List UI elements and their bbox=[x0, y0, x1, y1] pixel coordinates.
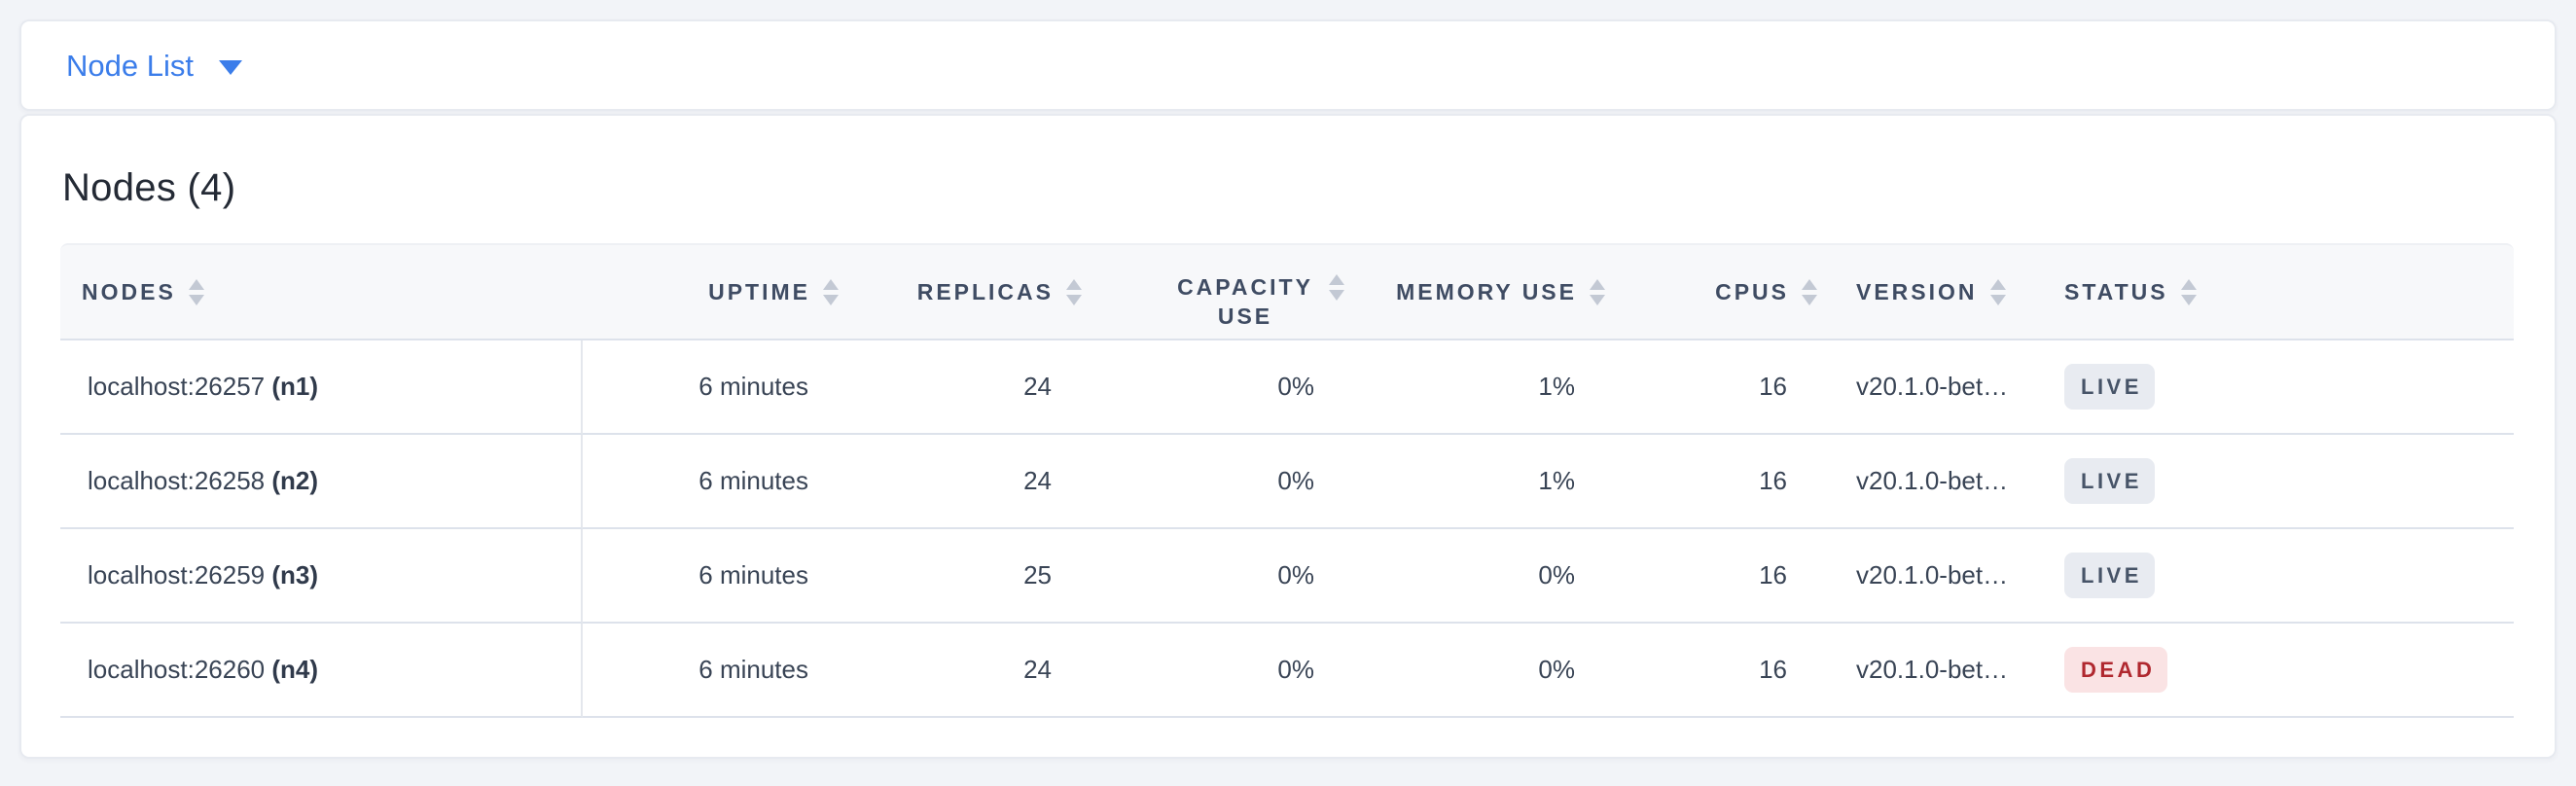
cell-cpus: 16 bbox=[1625, 624, 1837, 718]
sort-icon bbox=[1802, 278, 1817, 305]
column-label: NODES bbox=[82, 278, 176, 304]
panel-title: Nodes (4) bbox=[62, 166, 236, 209]
column-header-nodes[interactable]: NODES bbox=[60, 243, 583, 340]
table-row: localhost:26258 (n2) 6 minutes 24 0% 1% 16 v20… bbox=[60, 435, 2514, 529]
node-link[interactable]: localhost:26258 (n2) bbox=[88, 466, 318, 495]
cell-cpus: 16 bbox=[1625, 529, 1837, 624]
cell-uptime: 6 minutes bbox=[583, 624, 858, 718]
sort-icon bbox=[1329, 274, 1344, 301]
node-id: (n1) bbox=[271, 372, 319, 401]
sort-icon bbox=[1989, 278, 2006, 305]
table-row: localhost:26260 (n4) 6 minutes 24 0% 0% 16 v20… bbox=[60, 624, 2514, 718]
column-header-status[interactable]: STATUS bbox=[2045, 243, 2514, 340]
cell-capacity_use: 0% bbox=[1101, 340, 1364, 435]
node-id: (n2) bbox=[271, 466, 319, 495]
cell-memory_use: 1% bbox=[1364, 340, 1625, 435]
column-label: CPUS bbox=[1715, 278, 1789, 304]
node-id: (n4) bbox=[271, 655, 319, 684]
sort-icon bbox=[823, 278, 839, 305]
sort-icon bbox=[1590, 278, 1605, 305]
node-address: localhost:26258 bbox=[88, 466, 272, 495]
cell-status: LIVE bbox=[2045, 435, 2514, 529]
cell-replicas: 25 bbox=[858, 529, 1101, 624]
view-dropdown[interactable]: Node List bbox=[66, 51, 242, 81]
node-id: (n3) bbox=[271, 560, 319, 590]
column-label: STATUS bbox=[2064, 278, 2168, 304]
node-address: localhost:26257 bbox=[88, 372, 272, 401]
column-label: MEMORY USE bbox=[1396, 278, 1577, 304]
chevron-down-icon bbox=[218, 59, 242, 75]
cell-memory_use: 0% bbox=[1364, 624, 1625, 718]
cell-replicas: 24 bbox=[858, 624, 1101, 718]
cell-nodes: localhost:26258 (n2) bbox=[60, 435, 583, 529]
cell-uptime: 6 minutes bbox=[583, 529, 858, 624]
cell-memory_use: 0% bbox=[1364, 529, 1625, 624]
table-body: localhost:26257 (n1) 6 minutes 24 0% 1% 16 v20… bbox=[60, 340, 2514, 718]
column-label: REPLICAS bbox=[916, 278, 1054, 304]
cell-status: DEAD bbox=[2045, 624, 2514, 718]
cell-version: v20.1.0-bet… bbox=[1837, 624, 2045, 718]
cell-nodes: localhost:26260 (n4) bbox=[60, 624, 583, 718]
status-badge: LIVE bbox=[2064, 458, 2155, 504]
column-header-uptime[interactable]: UPTIME bbox=[583, 243, 858, 340]
cell-uptime: 6 minutes bbox=[583, 435, 858, 529]
cell-version: v20.1.0-bet… bbox=[1837, 340, 2045, 435]
cell-nodes: localhost:26259 (n3) bbox=[60, 529, 583, 624]
view-dropdown-label: Node List bbox=[66, 48, 194, 83]
table-row: localhost:26257 (n1) 6 minutes 24 0% 1% 16 v20… bbox=[60, 340, 2514, 435]
nodes-table: NODES UPTIME REPLICAS CAPACITY USE MEMORY US… bbox=[60, 243, 2514, 718]
node-link[interactable]: localhost:26259 (n3) bbox=[88, 560, 318, 590]
status-badge: LIVE bbox=[2064, 553, 2155, 598]
cell-memory_use: 1% bbox=[1364, 435, 1625, 529]
cell-cpus: 16 bbox=[1625, 340, 1837, 435]
cell-capacity_use: 0% bbox=[1101, 435, 1364, 529]
node-link[interactable]: localhost:26260 (n4) bbox=[88, 655, 318, 684]
node-address: localhost:26260 bbox=[88, 655, 272, 684]
column-header-replicas[interactable]: REPLICAS bbox=[858, 243, 1101, 340]
table-header-row: NODES UPTIME REPLICAS CAPACITY USE MEMORY US… bbox=[60, 243, 2514, 340]
cell-uptime: 6 minutes bbox=[583, 340, 858, 435]
column-header-capacity_use[interactable]: CAPACITY USE bbox=[1101, 243, 1364, 340]
node-address: localhost:26259 bbox=[88, 560, 272, 590]
table-row: localhost:26259 (n3) 6 minutes 25 0% 0% 16 v20… bbox=[60, 529, 2514, 624]
cell-version: v20.1.0-bet… bbox=[1837, 529, 2045, 624]
cell-replicas: 24 bbox=[858, 340, 1101, 435]
cell-capacity_use: 0% bbox=[1101, 529, 1364, 624]
cell-cpus: 16 bbox=[1625, 435, 1837, 529]
node-link[interactable]: localhost:26257 (n1) bbox=[88, 372, 318, 401]
cell-nodes: localhost:26257 (n1) bbox=[60, 340, 583, 435]
sort-icon bbox=[188, 278, 204, 305]
cell-replicas: 24 bbox=[858, 435, 1101, 529]
cell-capacity_use: 0% bbox=[1101, 624, 1364, 718]
column-label: UPTIME bbox=[708, 278, 810, 304]
column-label: VERSION bbox=[1856, 278, 1978, 304]
view-selector-bar: Node List bbox=[19, 19, 2557, 111]
nodes-panel: Nodes (4) NODES UPTIME REPLICAS CAPACITY US… bbox=[19, 114, 2557, 759]
column-header-memory_use[interactable]: MEMORY USE bbox=[1364, 243, 1625, 340]
column-header-cpus[interactable]: CPUS bbox=[1625, 243, 1837, 340]
column-label: CAPACITY USE bbox=[1177, 274, 1313, 329]
cell-status: LIVE bbox=[2045, 340, 2514, 435]
cell-status: LIVE bbox=[2045, 529, 2514, 624]
column-header-version[interactable]: VERSION bbox=[1837, 243, 2045, 340]
sort-icon bbox=[1066, 278, 1082, 305]
sort-icon bbox=[2180, 278, 2197, 305]
cell-version: v20.1.0-bet… bbox=[1837, 435, 2045, 529]
status-badge: DEAD bbox=[2064, 647, 2168, 693]
status-badge: LIVE bbox=[2064, 364, 2155, 410]
